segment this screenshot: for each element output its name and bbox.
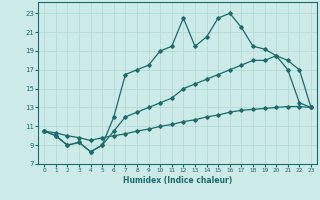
X-axis label: Humidex (Indice chaleur): Humidex (Indice chaleur) [123, 176, 232, 185]
